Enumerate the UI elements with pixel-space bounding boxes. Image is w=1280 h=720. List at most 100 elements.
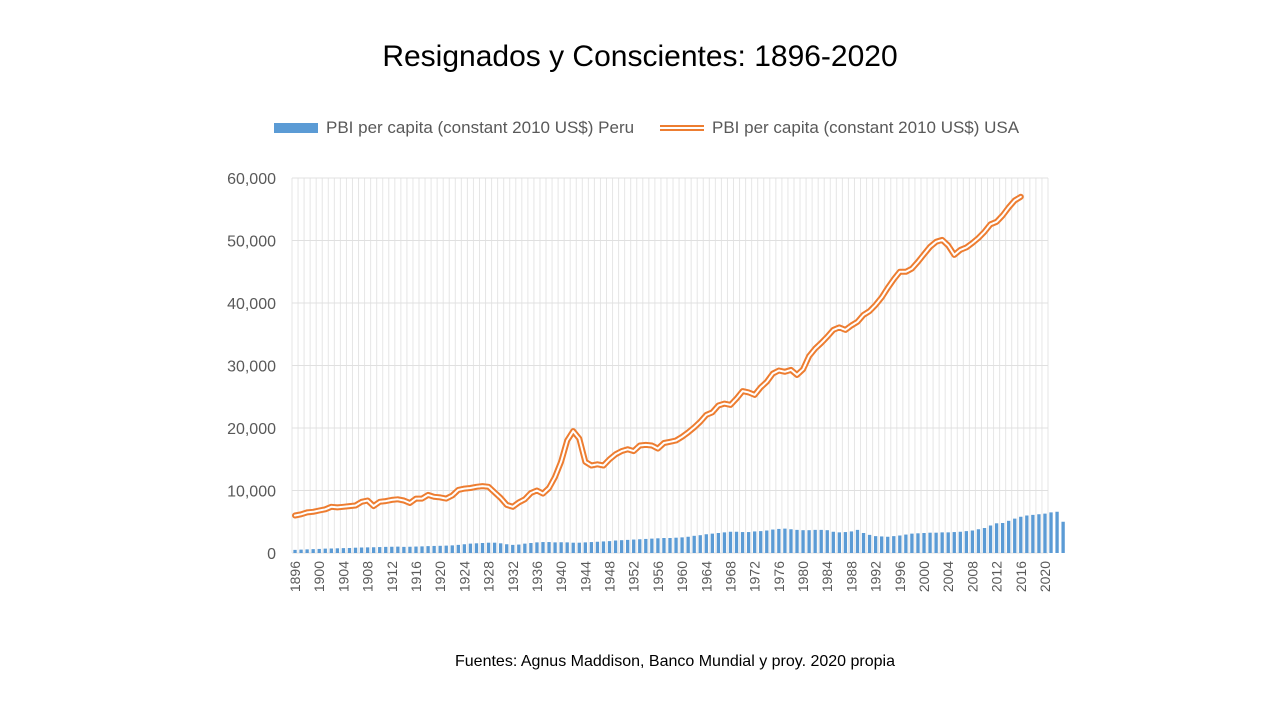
peru-bar (468, 543, 473, 553)
peru-bar (396, 546, 400, 553)
peru-bar (559, 542, 563, 553)
peru-bar (498, 543, 503, 553)
peru-bar (450, 545, 454, 553)
peru-bar (734, 531, 739, 553)
x-tick-label: 1924 (456, 561, 472, 592)
peru-bar (595, 541, 600, 553)
peru-bar (807, 530, 811, 553)
legend-swatch-peru (274, 123, 318, 133)
peru-bar (632, 539, 636, 553)
peru-bar (795, 529, 799, 553)
peru-bar (535, 542, 539, 553)
x-tick-label: 1964 (698, 561, 714, 592)
peru-bar (982, 528, 987, 553)
peru-bar (765, 530, 769, 553)
chart-legend: PBI per capita (constant 2010 US$) Peru … (0, 118, 1280, 146)
peru-bar (474, 543, 479, 553)
peru-bar (771, 529, 775, 553)
peru-bar (988, 525, 993, 553)
legend-label-peru: PBI per capita (constant 2010 US$) Peru (326, 118, 635, 137)
peru-bar (305, 549, 309, 553)
x-tick-label: 1972 (747, 561, 763, 592)
x-tick-label: 1896 (287, 561, 303, 592)
peru-bar (547, 542, 551, 553)
peru-bar (486, 542, 491, 553)
peru-bar (438, 545, 442, 553)
peru-bar (329, 548, 333, 553)
peru-bar (444, 545, 448, 553)
x-tick-label: 1912 (384, 561, 400, 592)
x-tick-label: 2012 (989, 561, 1005, 592)
peru-bar (341, 548, 346, 553)
peru-bar (698, 535, 702, 553)
x-tick-label: 2004 (940, 561, 956, 592)
peru-bar (1061, 521, 1065, 553)
peru-bar (656, 538, 660, 553)
peru-bar (825, 530, 829, 553)
peru-bar (867, 534, 872, 553)
peru-bar (662, 538, 666, 553)
peru-bar (904, 534, 908, 553)
peru-bar (601, 541, 606, 553)
peru-bar (704, 534, 708, 553)
legend-item-usa: PBI per capita (constant 2010 US$) USA (660, 118, 1019, 138)
y-tick-label: 10,000 (227, 484, 276, 501)
peru-bar (880, 536, 884, 553)
x-tick-label: 2008 (964, 561, 980, 592)
peru-bar (964, 531, 969, 553)
peru-bar (686, 536, 690, 553)
peru-bar (650, 538, 654, 553)
peru-bar (384, 546, 388, 553)
legend-swatch-usa (660, 125, 704, 131)
peru-bar (553, 542, 557, 553)
x-tick-label: 1976 (771, 561, 787, 592)
y-axis-ticks: 60,000 50,000 40,000 30,000 20,000 10,000 0 (227, 171, 276, 563)
chart-plot: 60,000 50,000 40,000 30,000 20,000 10,000 0 18… (227, 171, 1065, 592)
peru-bar (753, 531, 757, 553)
peru-bar (293, 549, 297, 553)
peru-bar (783, 528, 787, 553)
peru-bar (359, 547, 364, 553)
peru-bar (958, 531, 962, 553)
x-tick-label: 2000 (916, 561, 932, 592)
peru-bar (728, 531, 733, 553)
x-tick-label: 1996 (892, 561, 908, 592)
peru-bar (335, 548, 340, 553)
peru-bar (541, 542, 545, 553)
usa-line (292, 193, 1024, 519)
peru-bar (626, 539, 630, 553)
x-tick-label: 1956 (650, 561, 666, 592)
peru-bar (1007, 520, 1011, 553)
peru-bar (462, 544, 467, 553)
peru-bar (517, 544, 521, 553)
x-tick-label: 1992 (868, 561, 884, 592)
peru-bar (402, 546, 406, 553)
peru-bar (414, 546, 418, 553)
peru-bar (970, 530, 975, 553)
peru-bar (432, 545, 436, 553)
x-tick-label: 1904 (335, 561, 351, 592)
x-tick-label: 1984 (819, 561, 835, 592)
peru-bar (619, 540, 624, 553)
peru-bar (740, 532, 745, 553)
peru-bar (583, 542, 587, 553)
peru-bar (680, 537, 684, 553)
x-tick-label: 1952 (626, 561, 642, 592)
horizontal-gridlines (292, 177, 1048, 554)
peru-bar (565, 542, 569, 553)
x-tick-label: 1936 (529, 561, 545, 592)
peru-bar (1055, 511, 1059, 553)
peru-bar (710, 533, 714, 553)
peru-bar (408, 546, 412, 553)
peru-bar (613, 540, 618, 553)
peru-bar (638, 539, 642, 553)
x-axis-ticks: 1896 1900 1904 1908 1912 1916 1920 1924 1928 1932… (287, 561, 1053, 592)
peru-bar (323, 548, 327, 553)
peru-bar (523, 543, 527, 553)
peru-bar (861, 533, 866, 553)
peru-bar (505, 544, 509, 553)
x-tick-label: 1920 (432, 561, 448, 592)
peru-bar (994, 523, 999, 553)
peru-bar (365, 547, 370, 553)
peru-bar (1000, 523, 1005, 553)
